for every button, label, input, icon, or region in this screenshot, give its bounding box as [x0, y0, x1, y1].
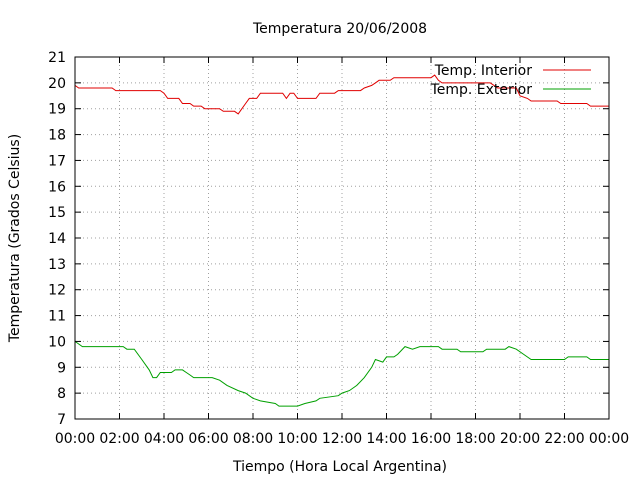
y-tick-label: 20 — [48, 76, 66, 92]
y-tick-label: 11 — [48, 309, 66, 325]
grid-lines — [75, 57, 609, 419]
y-tick-label: 9 — [57, 360, 66, 376]
y-tick-label: 7 — [57, 412, 66, 428]
y-tick-labels: 7 8 9 10 11 12 13 14 15 16 17 18 19 20 21 — [48, 50, 66, 428]
x-tick-label: 20:00 — [500, 431, 540, 447]
x-tick-label: 02:00 — [99, 431, 139, 447]
y-tick-label: 8 — [57, 386, 66, 402]
y-axis-label: Temperatura (Grados Celsius) — [7, 134, 23, 343]
series-layer — [74, 74, 609, 407]
x-tick-label: 08:00 — [233, 431, 273, 447]
y-tick-label: 15 — [48, 205, 66, 221]
x-tick-label: 12:00 — [322, 431, 362, 447]
x-axis-label: Tiempo (Hora Local Argentina) — [232, 459, 447, 475]
chart-title: Temperatura 20/06/2008 — [252, 21, 427, 37]
x-tick-label: 22:00 — [544, 431, 584, 447]
x-tick-label: 14:00 — [366, 431, 406, 447]
series-line-exterior — [74, 340, 609, 407]
x-tick-label: 06:00 — [188, 431, 228, 447]
y-tick-label: 13 — [48, 257, 66, 273]
x-tick-label: 16:00 — [411, 431, 451, 447]
legend-label-interior: Temp. Interior — [434, 63, 533, 79]
x-tick-labels: 00:00 02:00 04:00 06:00 08:00 10:00 12:00 14:00… — [55, 431, 629, 447]
x-tick-label: 04:00 — [144, 431, 184, 447]
y-tick-label: 12 — [48, 283, 66, 299]
legend-label-exterior: Temp. Exterior — [430, 82, 533, 98]
series-line-interior — [74, 74, 609, 115]
x-tick-label: 18:00 — [455, 431, 495, 447]
y-tick-label: 21 — [48, 50, 66, 66]
y-tick-label: 19 — [48, 102, 66, 118]
y-tick-label: 14 — [48, 231, 66, 247]
x-tick-label: 10:00 — [277, 431, 317, 447]
y-tick-label: 18 — [48, 128, 66, 144]
y-tick-label: 16 — [48, 179, 66, 195]
legend: Temp. Interior Temp. Exterior — [430, 63, 591, 98]
y-tick-label: 10 — [48, 334, 66, 350]
x-tick-label: 00:00 — [55, 431, 95, 447]
axis-ticks — [74, 56, 610, 420]
x-tick-label: 00:00 — [589, 431, 629, 447]
y-tick-label: 17 — [48, 153, 66, 169]
